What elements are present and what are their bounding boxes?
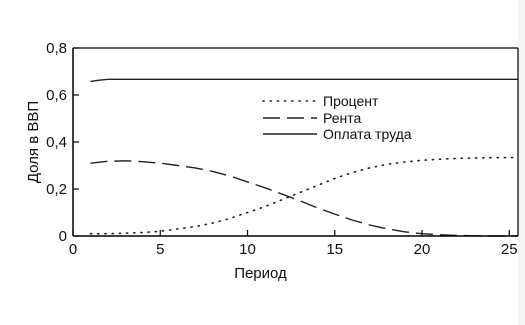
y-tick-label: 0 [59, 228, 67, 245]
y-tick-label: 0,6 [46, 87, 67, 104]
legend: Процент Рента Оплата труда [262, 93, 412, 142]
legend-label-renta: Рента [323, 110, 361, 126]
series-line-0 [89, 156, 519, 235]
x-axis-label: Период [234, 265, 287, 282]
x-tick-label: 5 [156, 241, 164, 258]
legend-label-oplata-truda: Оплата труда [323, 126, 412, 142]
y-tick-label: 0,8 [46, 40, 67, 57]
x-tick-label: 10 [239, 241, 256, 258]
x-tick-label: 15 [326, 241, 343, 258]
x-ticks: 0 5 10 15 20 25 [69, 230, 518, 258]
y-ticks: 0 0,2 0,4 0,6 0,8 [46, 40, 79, 245]
x-tick-label: 25 [501, 241, 518, 258]
y-tick-label: 0,4 [46, 134, 67, 151]
y-axis-label: Доля в ВВП [25, 101, 42, 183]
series-line-2 [90, 78, 518, 83]
legend-label-procent: Процент [323, 93, 379, 109]
x-tick-label: 20 [414, 241, 431, 258]
plot-lines [89, 78, 519, 237]
series-line-1 [90, 160, 518, 237]
x-tick-label: 0 [69, 241, 77, 258]
y-tick-label: 0,2 [46, 181, 67, 198]
